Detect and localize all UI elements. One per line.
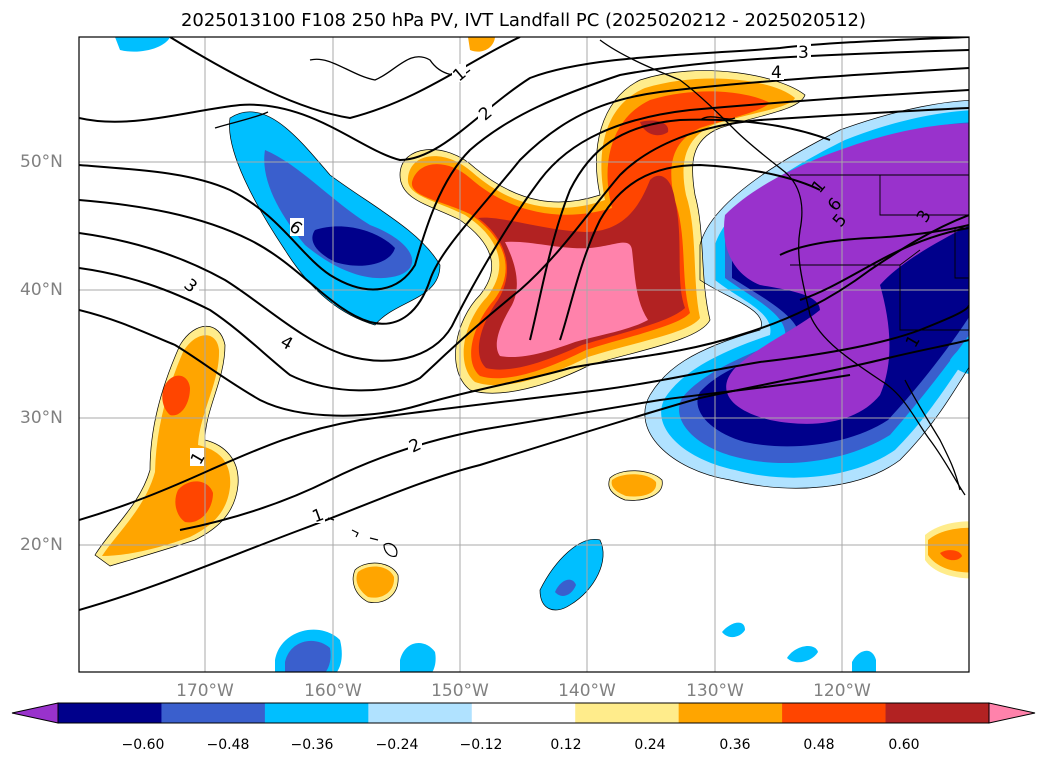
pv-contour-1-north xyxy=(169,37,521,120)
colorbar-segment xyxy=(58,703,162,723)
colorbar-tick-label: 0.24 xyxy=(634,737,666,753)
negative-anomaly-small-cells xyxy=(115,37,969,672)
positive-anomaly-main xyxy=(400,70,805,394)
pv-contour-6-east xyxy=(799,227,969,301)
lat-label-40n: 40°N xyxy=(20,280,63,300)
colorbar-segment xyxy=(782,703,887,723)
anomaly-outlines xyxy=(94,70,969,611)
pv-contour-6 xyxy=(79,107,969,392)
positive-anomaly-west xyxy=(95,326,239,566)
colorbar-tick-label: 0.12 xyxy=(550,737,582,753)
lon-label-130w: 130°W xyxy=(686,681,744,701)
pv-contour-4b xyxy=(529,118,831,341)
lat-label-20n: 20°N xyxy=(20,535,63,555)
pv-contour-4 xyxy=(79,67,969,325)
colorbar-segment xyxy=(161,703,266,723)
pv-contour-2-south xyxy=(179,374,851,531)
colorbar-segment xyxy=(575,703,680,723)
pv-contour-3 xyxy=(79,49,969,291)
lat-label-30n: 30°N xyxy=(20,408,63,428)
map-title: 2025013100 F108 250 hPa PV, IVT Landfall… xyxy=(180,10,867,31)
colorbar-tick-label: 0.60 xyxy=(888,737,920,753)
colorbar-frame xyxy=(57,702,990,724)
pv-contour-1-south xyxy=(79,339,969,611)
colorbar-tick-label: −0.36 xyxy=(290,737,334,753)
contour-label: 3 xyxy=(798,43,809,63)
lat-label-50n: 50°N xyxy=(20,152,63,172)
colorbar-extend-left xyxy=(11,702,59,724)
colorbar-tick-label: −0.48 xyxy=(206,737,250,753)
coastlines xyxy=(214,39,966,496)
pv-contour-5 xyxy=(79,89,969,362)
pv-contour-6b xyxy=(79,214,969,417)
colorbar-tick-label: −0.60 xyxy=(121,737,165,753)
pv-contour-5b xyxy=(559,163,821,341)
colorbar-segment xyxy=(368,703,473,723)
positive-anomaly-small-cells xyxy=(353,37,969,603)
colorbar xyxy=(11,702,1036,724)
lon-label-140w: 140°W xyxy=(558,681,616,701)
colorbar-tick-label: −0.12 xyxy=(459,737,503,753)
map-frame xyxy=(78,36,970,673)
lon-label-160w: 160°W xyxy=(304,681,362,701)
colorbar-tick-label: 0.36 xyxy=(719,737,751,753)
pv-contour-2-mid xyxy=(79,304,969,521)
lon-label-170w: 170°W xyxy=(176,681,234,701)
colorbar-extend-right xyxy=(988,702,1036,724)
pv-contour-3-east xyxy=(779,224,969,256)
colorbar-segment xyxy=(471,703,576,723)
colorbar-segment xyxy=(885,703,990,723)
colorbar-tick-label: −0.24 xyxy=(375,737,419,753)
colorbar-tick-label: 0.48 xyxy=(803,737,835,753)
pv-contour-label-halos xyxy=(185,42,811,523)
lon-label-150w: 150°W xyxy=(431,681,489,701)
colorbar-segment xyxy=(264,703,369,723)
colorbar-segment xyxy=(678,703,783,723)
contour-label: 4 xyxy=(771,63,782,83)
lon-label-120w: 120°W xyxy=(813,681,871,701)
